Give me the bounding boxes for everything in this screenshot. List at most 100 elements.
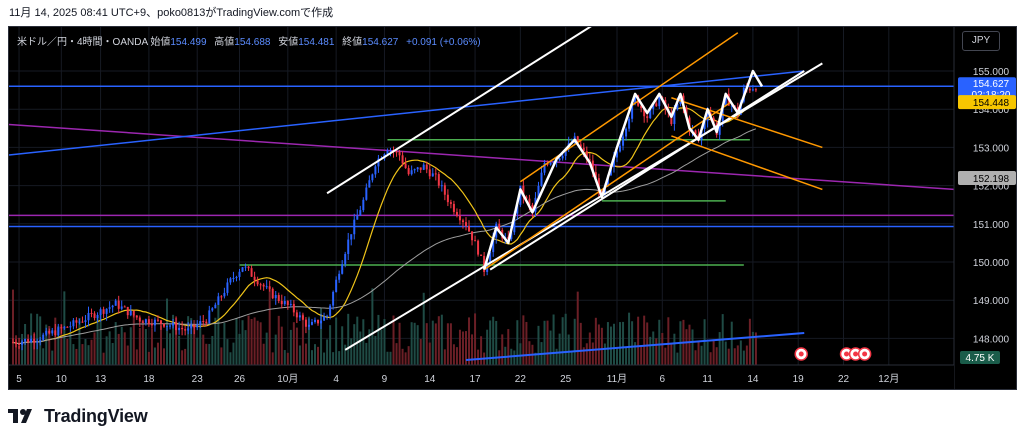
volume-bar (709, 352, 712, 365)
candle-body (235, 276, 238, 278)
volume-bar (301, 314, 304, 365)
volume-bar (519, 343, 522, 365)
candle (30, 335, 33, 344)
candle (549, 161, 552, 166)
volume-bar (262, 343, 265, 365)
candle-body (706, 112, 709, 122)
candle-body (78, 321, 81, 323)
candle-body (314, 319, 316, 322)
volume-bar (422, 292, 425, 365)
candle-body (452, 203, 455, 212)
tradingview-logo-icon (8, 409, 32, 423)
time-tick-label: 19 (793, 374, 805, 385)
volume-bar (178, 335, 181, 365)
candle-body (700, 129, 703, 140)
candle (317, 319, 320, 326)
candle (468, 220, 471, 233)
volume-bar (283, 350, 286, 365)
candle-body (36, 341, 39, 343)
volume-bar (108, 331, 111, 365)
volume-bar (280, 326, 283, 365)
candle-body (187, 328, 190, 331)
candle-body (135, 315, 138, 318)
volume-bar (202, 334, 205, 365)
volume-bar (389, 351, 392, 365)
candle (329, 303, 332, 320)
volume-bar (338, 351, 341, 365)
candle (365, 183, 368, 201)
currency-button[interactable]: JPY (962, 31, 1000, 51)
candle (178, 321, 181, 335)
candle-body (102, 309, 105, 314)
candle (477, 239, 480, 257)
candle (90, 308, 93, 318)
candle-body (579, 144, 582, 148)
volume-bar (543, 320, 546, 365)
current-price-value: 154.627 (973, 79, 1010, 90)
volume-bar (359, 331, 362, 365)
volume-bar (528, 341, 531, 365)
volume-bar (187, 316, 190, 365)
candle (274, 290, 277, 305)
candle (132, 310, 135, 318)
candle-body (181, 327, 184, 330)
volume-bar (440, 314, 443, 365)
volume-bar (706, 341, 709, 365)
candle-body (45, 330, 48, 335)
candle (120, 300, 123, 311)
candle (205, 319, 208, 327)
chart-area[interactable]: 155.000 154.000 153.000 152.000 151.000 150.0… (8, 26, 1017, 390)
event-dot (798, 351, 804, 357)
volume-bar (486, 329, 489, 365)
volume-bar (585, 343, 588, 365)
candle-body (588, 159, 591, 161)
candle (655, 100, 658, 107)
candle (371, 173, 374, 183)
time-tick-label: 25 (560, 374, 572, 385)
time-tick-label: 17 (469, 374, 481, 385)
candle (401, 151, 404, 167)
candle-body (199, 321, 202, 325)
candle-body (477, 240, 480, 255)
volume-bar (117, 333, 120, 365)
candle-body (407, 168, 410, 175)
candle (18, 337, 21, 349)
candle-body (395, 151, 398, 153)
candle-body (241, 267, 244, 272)
candle-body (12, 342, 14, 344)
open-label: 始値 (150, 37, 171, 48)
price-tick-label: 153.000 (973, 143, 1010, 154)
candle (54, 324, 57, 337)
candle-body (510, 232, 513, 239)
candle (751, 85, 754, 92)
candle (78, 318, 81, 325)
time-tick-label: 13 (95, 374, 107, 385)
volume-bar (434, 323, 437, 365)
candle (63, 325, 66, 330)
volume-bar (398, 322, 401, 365)
volume-bar (552, 314, 555, 365)
candle (498, 219, 501, 231)
candle (147, 315, 150, 327)
candle (410, 165, 413, 176)
candle-body (156, 319, 159, 321)
candle-body (66, 326, 69, 328)
volume-bar (226, 339, 229, 365)
volume-bar (156, 342, 159, 365)
volume-bar (507, 329, 510, 365)
volume-bar (625, 347, 628, 365)
volume-bar (69, 332, 72, 365)
time-tick-label: 12月 (878, 373, 899, 385)
chart-canvas[interactable]: 155.000 154.000 153.000 152.000 151.000 150.0… (9, 27, 1017, 390)
volume-bar (468, 317, 471, 365)
candle (422, 162, 425, 171)
time-tick-label: 23 (192, 374, 204, 385)
volume-bar (489, 320, 492, 365)
candle-body (30, 338, 33, 343)
volume-bar (350, 338, 353, 365)
volume-bar (42, 348, 45, 365)
candle (66, 326, 69, 328)
volume-bar (480, 336, 483, 365)
volume-bar (51, 350, 54, 365)
candle (217, 292, 220, 305)
